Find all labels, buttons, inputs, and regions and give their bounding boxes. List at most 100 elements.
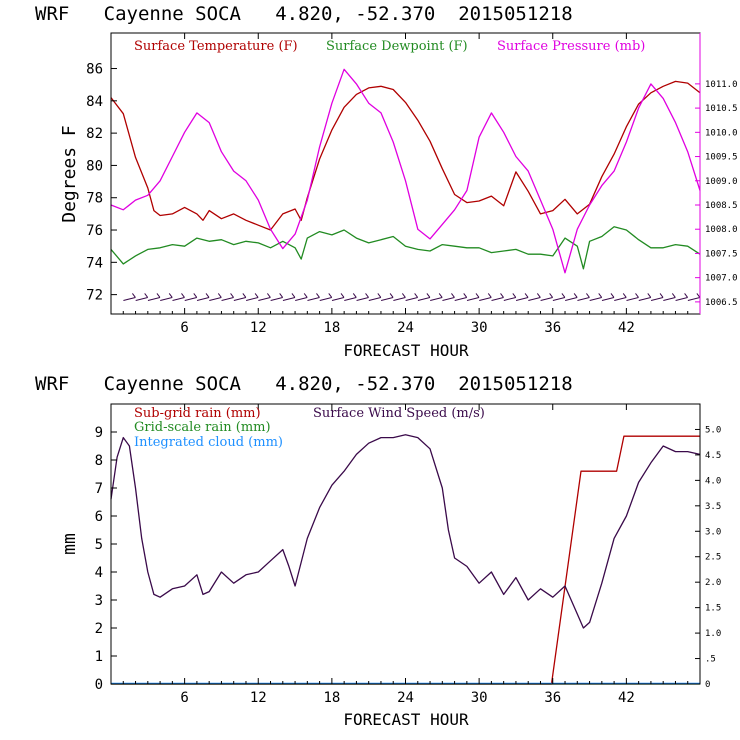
wind-barb-flag xyxy=(512,293,517,298)
wind-barb-shaft xyxy=(393,296,406,301)
wind-barb-flag xyxy=(500,293,504,298)
y-tick-label: 7 xyxy=(95,481,103,497)
x-tick-label: 18 xyxy=(323,690,340,706)
y2-tick-label: 3.5 xyxy=(705,502,721,512)
wind-barb-shaft xyxy=(233,296,246,301)
wind-barb-flag xyxy=(463,293,468,298)
wind-barb-shaft xyxy=(209,296,222,301)
y-tick-label: 1 xyxy=(95,649,103,665)
wind-barb-flag xyxy=(352,293,357,298)
top-y-axis-label: Degrees F xyxy=(59,125,80,223)
wind-barb-shaft xyxy=(368,296,381,301)
wind-barb-flag xyxy=(230,293,234,298)
wind-barb-shaft xyxy=(184,296,197,301)
wind-barb-flag xyxy=(217,293,222,298)
wind-barb-flag xyxy=(696,293,701,298)
bottom-x-ticks: 6 12 18 24 30 36 42 xyxy=(122,404,689,706)
x-tick-label: 42 xyxy=(618,690,635,706)
series-surface-wind-speed-m-s xyxy=(110,434,701,629)
wind-barb-shaft xyxy=(515,296,529,301)
series-surface-temperature-f xyxy=(110,80,701,231)
y-tick-label: 9 xyxy=(95,425,103,441)
wind-barb-flag xyxy=(635,293,639,298)
wind-barb-flag xyxy=(414,293,419,298)
wind-barb-flag xyxy=(279,293,284,298)
wind-barb-flag xyxy=(181,293,185,298)
wind-barb-shaft xyxy=(245,296,259,301)
y2-tick-label: 0 xyxy=(705,680,710,690)
wind-barb-flag xyxy=(561,293,566,298)
y-tick-label: 3 xyxy=(95,593,103,609)
wind-barb-flag xyxy=(610,293,615,298)
wind-barb-flag xyxy=(377,293,382,298)
wind-barbs xyxy=(123,293,701,301)
wind-barb-flag xyxy=(549,293,554,298)
y-tick-label: 72 xyxy=(86,288,103,304)
y2-tick-label: 4.5 xyxy=(705,451,721,461)
wind-barb-shaft xyxy=(135,296,148,301)
top-series-group xyxy=(110,68,701,274)
wind-barb-flag xyxy=(573,293,578,298)
wind-barb-shaft xyxy=(491,296,504,301)
bottom-series-group xyxy=(110,434,701,685)
y-tick-label: 78 xyxy=(86,191,103,207)
legend-surface-temperature: Surface Temperature (F) xyxy=(134,39,298,54)
y2-tick-label: 3.0 xyxy=(705,527,721,537)
wind-barb-shaft xyxy=(270,296,283,301)
wind-barb-shaft xyxy=(626,296,639,301)
legend-integrated-cloud: Integrated cloud (mm) xyxy=(134,435,283,450)
y2-tick-label: 1011.0 xyxy=(705,80,738,90)
y2-tick-label: 1010.5 xyxy=(705,104,738,114)
x-tick-label: 24 xyxy=(397,320,414,336)
wind-barb-flag xyxy=(451,293,455,298)
bottom-legend: Sub-grid rain (mm) Grid-scale rain (mm) … xyxy=(134,406,485,450)
wind-barb-shaft xyxy=(380,296,394,301)
legend-surface-pressure: Surface Pressure (mb) xyxy=(497,39,645,54)
wind-barb-flag xyxy=(316,293,320,298)
y-tick-label: 80 xyxy=(86,158,103,174)
wind-barb-flag xyxy=(475,293,480,298)
x-tick-label: 6 xyxy=(180,690,188,706)
wind-barb-shaft xyxy=(196,296,210,301)
wind-barb-flag xyxy=(291,293,296,298)
series-surface-pressure-mb xyxy=(110,68,701,274)
y-tick-label: 5 xyxy=(95,537,103,553)
wind-barb-flag xyxy=(156,293,161,298)
wind-barb-flag xyxy=(254,293,259,298)
legend-surface-dewpoint: Surface Dewpoint (F) xyxy=(326,39,468,54)
x-tick-label: 30 xyxy=(471,690,488,706)
wind-barb-flag xyxy=(487,293,492,298)
wind-barb-shaft xyxy=(344,296,357,301)
y2-tick-label: 1.5 xyxy=(705,604,721,614)
wind-barb-shaft xyxy=(160,296,173,301)
y-tick-label: 82 xyxy=(86,126,103,142)
wind-barb-shaft xyxy=(221,296,234,301)
wind-barb-shaft xyxy=(331,296,345,301)
y2-tick-label: 5.0 xyxy=(705,425,721,435)
top-panel: WRF Cayenne SOCA 4.820, -52.370 20150512… xyxy=(35,3,738,360)
x-tick-label: 18 xyxy=(323,320,340,336)
series-sub-grid-rain-mm xyxy=(111,435,700,685)
x-tick-label: 24 xyxy=(397,690,414,706)
wind-barb-flag xyxy=(622,293,627,298)
y2-tick-label: 1009.0 xyxy=(705,177,738,187)
wind-barb-flag xyxy=(242,293,247,298)
wind-barb-flag xyxy=(671,293,676,298)
wind-barb-flag xyxy=(438,293,443,298)
y2-tick-label: 1008.5 xyxy=(705,201,738,211)
wind-barb-shaft xyxy=(479,296,492,301)
bottom-x-axis-label: FORECAST HOUR xyxy=(343,710,469,729)
wind-barb-shaft xyxy=(650,296,664,301)
wind-barb-flag xyxy=(659,293,664,298)
wind-barb-shaft xyxy=(282,296,296,301)
legend-surface-wind-speed: Surface Wind Speed (m/s) xyxy=(313,406,485,421)
wind-barb-flag xyxy=(536,293,541,298)
wind-barb-shaft xyxy=(417,296,431,301)
wind-barb-shaft xyxy=(638,296,651,301)
wind-barb-flag xyxy=(266,293,271,298)
wind-barb-shaft xyxy=(687,296,700,301)
y2-tick-label: 4.0 xyxy=(705,476,721,486)
y-tick-label: 2 xyxy=(95,621,103,637)
top-title: WRF Cayenne SOCA 4.820, -52.370 20150512… xyxy=(35,3,573,25)
